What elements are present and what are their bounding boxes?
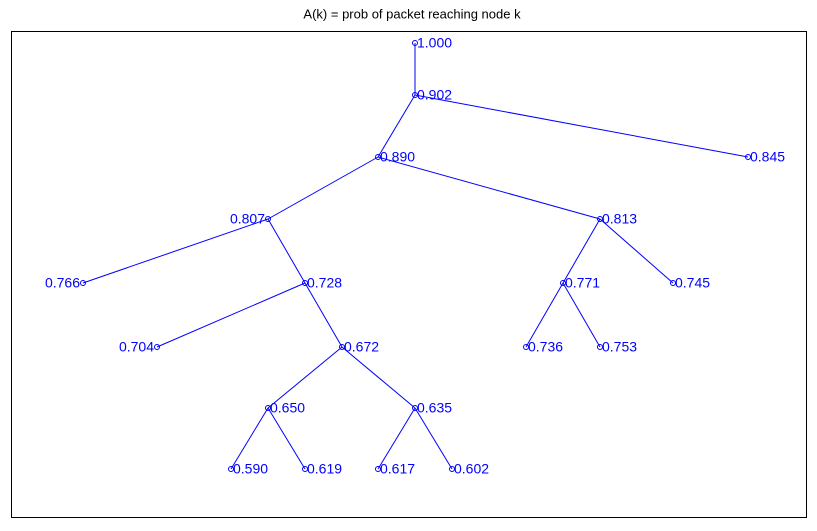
edge <box>525 282 564 348</box>
edges <box>82 43 749 470</box>
edge <box>377 156 601 220</box>
node <box>265 405 271 411</box>
node-label: 0.736 <box>528 339 563 355</box>
node <box>339 344 345 350</box>
node-label: 0.890 <box>380 149 415 165</box>
node <box>265 216 271 222</box>
node <box>412 405 418 411</box>
edge <box>267 156 379 220</box>
node-label: 0.902 <box>417 87 452 103</box>
edge <box>267 218 306 284</box>
edge <box>414 94 749 158</box>
node <box>302 466 308 472</box>
node-label: 0.753 <box>602 339 637 355</box>
node-label: 1.000 <box>417 35 452 51</box>
node <box>670 280 676 286</box>
node-label: 0.745 <box>675 275 710 291</box>
node-label: 0.771 <box>565 275 600 291</box>
node-label: 0.845 <box>750 149 785 165</box>
node <box>80 280 86 286</box>
title: A(k) = prob of packet reaching node k <box>303 6 521 21</box>
node-label: 0.650 <box>270 400 305 416</box>
edge <box>599 218 674 284</box>
edge <box>341 346 416 409</box>
node <box>745 154 751 160</box>
edge <box>304 282 343 348</box>
node <box>597 344 603 350</box>
edge <box>156 282 306 348</box>
node <box>375 154 381 160</box>
edge <box>562 218 601 284</box>
frame <box>11 31 807 518</box>
node-label: 0.602 <box>454 461 489 477</box>
node <box>412 92 418 98</box>
node <box>560 280 566 286</box>
node <box>449 466 455 472</box>
node <box>154 344 160 350</box>
node-label: 0.813 <box>602 211 637 227</box>
node-label: 0.766 <box>45 275 80 291</box>
node-label: 0.617 <box>380 461 415 477</box>
node <box>375 466 381 472</box>
edge <box>377 94 416 158</box>
node-label: 0.635 <box>417 400 452 416</box>
node-label: 0.704 <box>119 339 154 355</box>
node <box>302 280 308 286</box>
edge <box>230 407 269 470</box>
edge <box>267 346 343 409</box>
node <box>597 216 603 222</box>
edge <box>82 218 269 284</box>
node <box>523 344 529 350</box>
edge <box>267 407 306 470</box>
node-label: 0.728 <box>307 275 342 291</box>
node <box>228 466 234 472</box>
node-label: 0.672 <box>344 339 379 355</box>
node-label: 0.590 <box>233 461 268 477</box>
node <box>412 40 418 46</box>
nodes: 1.000 0.902 0.845 0.890 0.807 0.813 0.766 0.728… <box>45 35 785 477</box>
node-label: 0.807 <box>230 211 265 227</box>
edge <box>414 407 453 470</box>
node-label: 0.619 <box>307 461 342 477</box>
edge <box>377 407 416 470</box>
edge <box>562 282 601 348</box>
